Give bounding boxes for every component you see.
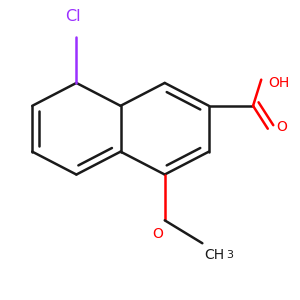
- Text: 3: 3: [226, 250, 233, 260]
- Text: Cl: Cl: [65, 9, 81, 24]
- Text: OH: OH: [268, 76, 289, 90]
- Text: CH: CH: [204, 248, 224, 262]
- Text: O: O: [153, 227, 164, 241]
- Text: O: O: [276, 120, 287, 134]
